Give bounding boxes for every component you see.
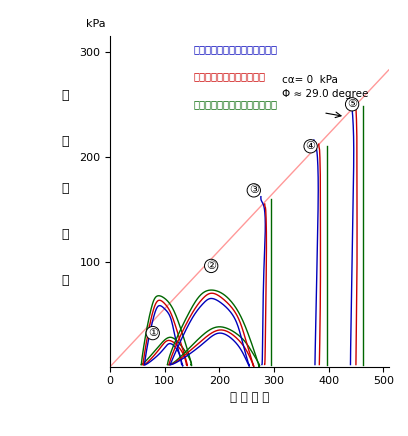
Text: ⑤: ⑤ bbox=[347, 99, 357, 109]
Text: 青線が反力板側重直応力による: 青線が反力板側重直応力による bbox=[194, 44, 278, 54]
Text: kPa: kPa bbox=[86, 20, 106, 30]
X-axis label: 垂 直 応 力: 垂 直 応 力 bbox=[230, 391, 269, 404]
Text: 力: 力 bbox=[62, 274, 69, 287]
Text: せ: せ bbox=[62, 89, 69, 102]
Text: 応: 応 bbox=[62, 228, 69, 241]
Text: ②: ② bbox=[206, 261, 216, 271]
Text: ①: ① bbox=[148, 328, 158, 338]
Text: ③: ③ bbox=[249, 185, 259, 195]
Text: cα= 0  kPa: cα= 0 kPa bbox=[282, 75, 338, 85]
Text: 断: 断 bbox=[62, 182, 69, 194]
Text: ④: ④ bbox=[306, 141, 316, 151]
Text: ん: ん bbox=[62, 135, 69, 148]
Text: 赤線が平均重直応力による: 赤線が平均重直応力による bbox=[194, 71, 266, 81]
Text: Φ ≈ 29.0 degree: Φ ≈ 29.0 degree bbox=[282, 89, 368, 99]
Text: 緑線が加圧板側重直応力による: 緑線が加圧板側重直応力による bbox=[194, 99, 278, 109]
